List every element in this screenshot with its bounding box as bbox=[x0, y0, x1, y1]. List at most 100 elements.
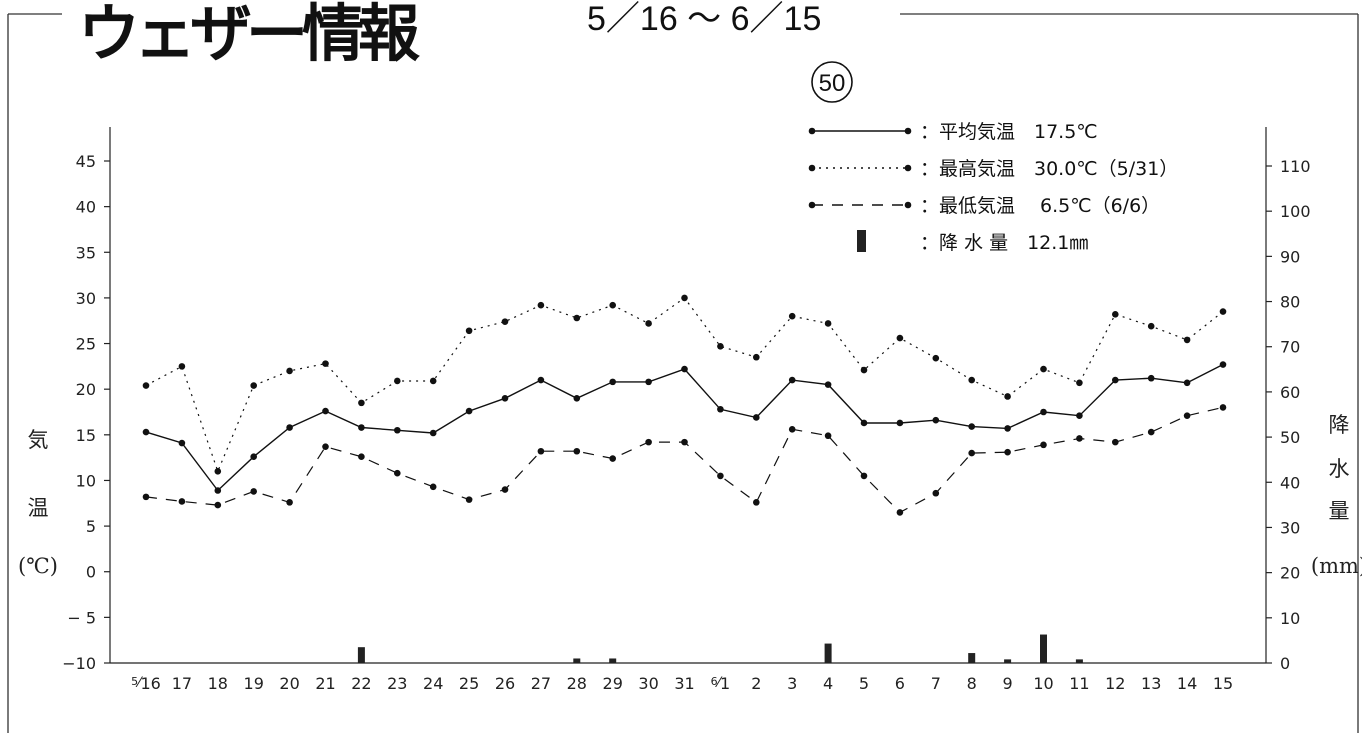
series-point-dashed bbox=[1183, 412, 1191, 419]
series-point-dashed bbox=[932, 489, 940, 497]
series-point-dashed bbox=[860, 472, 868, 480]
series-point-dashed bbox=[429, 483, 437, 491]
series-point-dotted bbox=[609, 301, 616, 309]
series-point-dashed bbox=[609, 455, 616, 462]
series-point-dashed bbox=[537, 447, 545, 455]
right-tick-label: 110 bbox=[1280, 157, 1311, 176]
series-point-solid bbox=[1147, 374, 1155, 382]
series-point-dashed bbox=[1076, 435, 1083, 442]
series-point-dotted bbox=[1076, 379, 1083, 387]
series-point-dotted bbox=[1183, 336, 1191, 344]
x-tick-label: 8 bbox=[967, 674, 977, 693]
issue-number-badge: 50 bbox=[811, 61, 853, 103]
series-point-dotted bbox=[1147, 322, 1155, 330]
series-point-solid bbox=[1219, 361, 1227, 368]
series-point-solid bbox=[142, 428, 150, 436]
x-axis-ticks: 5⁄16 17 18 19 20 21 22 23 24 25 26 27 28 29 30 31 6⁄1 2 3 4… bbox=[131, 674, 1233, 693]
series-point-solid bbox=[1076, 412, 1083, 419]
series-point-dashed bbox=[968, 449, 975, 457]
series-point-solid bbox=[322, 407, 329, 415]
x-tick-label: 9 bbox=[1003, 674, 1013, 693]
series-point-dotted bbox=[1219, 308, 1227, 315]
series-point-dotted bbox=[788, 312, 796, 320]
right-tick-label: 70 bbox=[1280, 338, 1300, 357]
series-point-dashed bbox=[322, 443, 329, 450]
x-tick-label: 17 bbox=[172, 674, 192, 693]
series-point-solid bbox=[286, 424, 293, 431]
legend-swatch-point bbox=[808, 201, 816, 209]
series-point-dotted bbox=[286, 367, 293, 375]
series-point-solid bbox=[968, 423, 975, 430]
series-point-solid bbox=[1004, 425, 1011, 432]
x-tick-label: 21 bbox=[315, 674, 335, 693]
legend-swatch-bar bbox=[857, 230, 866, 252]
series-point-dotted bbox=[429, 377, 437, 385]
series-point-dashed bbox=[286, 499, 293, 506]
right-axis-title-char: 量 bbox=[1329, 499, 1350, 523]
series-point-dotted bbox=[358, 399, 365, 407]
series-point-dashed bbox=[501, 486, 509, 493]
series-point-dashed bbox=[573, 447, 581, 455]
series-point-dashed bbox=[142, 493, 150, 501]
right-axis-title-char: 降 bbox=[1329, 413, 1350, 437]
right-tick-label: 100 bbox=[1280, 202, 1311, 221]
series-point-dashed bbox=[753, 499, 760, 506]
series-point-dashed bbox=[214, 501, 222, 509]
x-tick-label: 29 bbox=[603, 674, 623, 693]
series-point-solid bbox=[824, 381, 832, 388]
logo: ウェザー情報 bbox=[64, 0, 554, 70]
series-point-solid bbox=[501, 395, 509, 402]
precipitation-bar bbox=[824, 643, 832, 663]
left-tick-label: 20 bbox=[76, 380, 96, 399]
precipitation-bar bbox=[968, 653, 976, 663]
left-axis-title-char: (℃) bbox=[18, 554, 58, 578]
series-point-solid bbox=[609, 378, 616, 386]
series-line-dashed bbox=[145, 406, 1224, 514]
series-point-solid bbox=[537, 376, 545, 384]
right-axis-title: 降水量 (mm) bbox=[1311, 413, 1362, 578]
series-point-solid bbox=[573, 395, 581, 402]
left-axis-title-char: 気 bbox=[28, 428, 49, 452]
x-tick-label: 28 bbox=[567, 674, 587, 693]
left-tick-label: 40 bbox=[76, 198, 96, 217]
x-tick-label: 13 bbox=[1141, 674, 1161, 693]
series-point-dotted bbox=[501, 318, 509, 325]
x-tick-label: 25 bbox=[459, 674, 479, 693]
series-point-dotted bbox=[717, 342, 724, 350]
series-point-dotted bbox=[394, 377, 401, 385]
period-range: 5／16 ～ 6／15 bbox=[587, 0, 821, 38]
logo-text: ウェザー情報 bbox=[78, 0, 420, 70]
left-tick-label: −10 bbox=[62, 654, 96, 673]
left-tick-label: 30 bbox=[76, 289, 96, 308]
legend-label: ：最高気温 30.0℃（5/31） bbox=[920, 158, 1178, 180]
series-point-dotted bbox=[681, 294, 688, 302]
series-point-solid bbox=[214, 487, 222, 494]
series-point-dotted bbox=[537, 301, 545, 309]
series-point-dotted bbox=[573, 314, 581, 322]
x-tick-label: 5⁄16 bbox=[131, 674, 161, 693]
left-axis-title-char: 温 bbox=[28, 496, 49, 520]
temperature-lines bbox=[145, 297, 1224, 514]
issue-number: 50 bbox=[819, 70, 846, 97]
series-line-solid bbox=[145, 363, 1224, 492]
precipitation-bar bbox=[357, 647, 365, 663]
x-tick-label: 27 bbox=[531, 674, 551, 693]
series-point-dashed bbox=[465, 496, 473, 503]
left-axis-ticks: 45 40 35 30 25 20 15 10 5 0 − 5 −10 bbox=[62, 152, 110, 673]
right-axis-title-char: (mm) bbox=[1311, 554, 1362, 578]
series-point-dotted bbox=[968, 376, 975, 384]
x-tick-label: 19 bbox=[244, 674, 264, 693]
right-tick-label: 10 bbox=[1280, 609, 1300, 628]
x-tick-label: 31 bbox=[674, 674, 694, 693]
left-tick-label: 10 bbox=[76, 471, 96, 490]
right-tick-label: 90 bbox=[1280, 247, 1300, 266]
x-tick-label: 24 bbox=[423, 674, 443, 693]
series-point-dashed bbox=[824, 432, 832, 440]
series-point-dotted bbox=[860, 366, 868, 374]
precipitation-bar bbox=[609, 658, 617, 663]
precipitation-bar bbox=[573, 658, 581, 663]
x-tick-label: 26 bbox=[495, 674, 515, 693]
legend-swatch-point bbox=[904, 127, 912, 135]
right-axis-title-char: 水 bbox=[1329, 457, 1350, 481]
